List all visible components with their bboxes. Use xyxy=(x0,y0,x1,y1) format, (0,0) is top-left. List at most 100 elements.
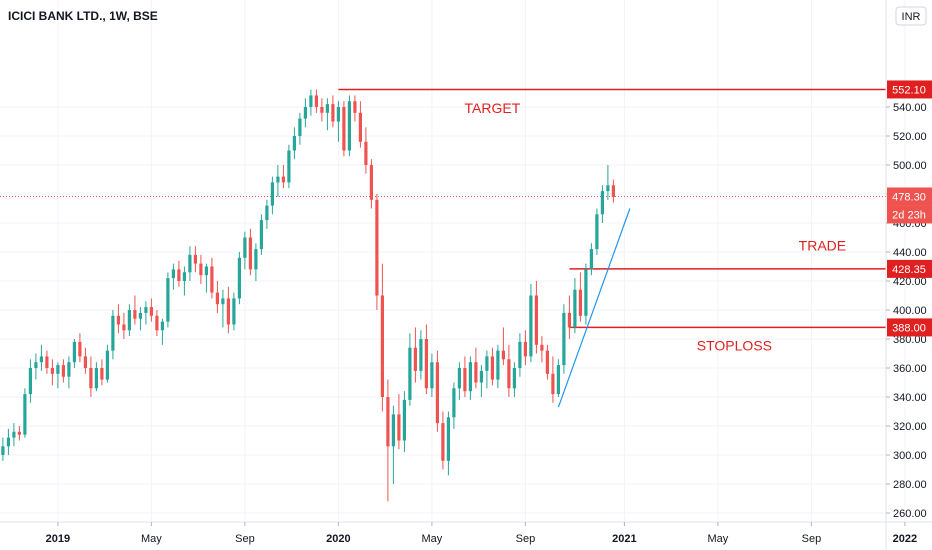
candle-body xyxy=(188,254,192,273)
candle-body xyxy=(61,365,65,377)
candle-body xyxy=(237,257,241,299)
candle-body xyxy=(430,362,434,389)
candle-body xyxy=(171,269,175,279)
annotations: TARGET TRADE STOPLOSS xyxy=(465,100,847,354)
currency-button[interactable]: INR xyxy=(895,6,927,26)
candle-body xyxy=(210,266,214,293)
candle-body xyxy=(446,417,450,461)
time-axis[interactable]: 2019 May Sep 2020 May Sep 2021 May Sep 2022 xyxy=(46,522,917,545)
x-tick-label: Sep xyxy=(516,533,536,545)
candle-body xyxy=(391,414,395,447)
price-badge-trade-bg xyxy=(887,259,932,278)
candle-body xyxy=(562,312,566,366)
candle-body xyxy=(523,341,527,357)
candle-body xyxy=(435,362,439,424)
candle-body xyxy=(133,310,137,319)
candle-body xyxy=(100,368,104,380)
candle-body xyxy=(138,312,142,319)
price-badge-target-bg xyxy=(887,80,932,99)
price-badge-trade-text: 428.35 xyxy=(892,264,926,276)
candle-body xyxy=(545,350,549,374)
candle-body xyxy=(380,295,384,397)
candle-body xyxy=(336,107,340,122)
candle-body xyxy=(45,356,49,368)
candle-body xyxy=(397,414,401,441)
annotation-stoploss: STOPLOSS xyxy=(697,338,772,354)
candle-body xyxy=(501,350,505,360)
candle-body xyxy=(589,249,593,270)
candle-body xyxy=(6,437,10,447)
candle-body xyxy=(83,356,87,368)
candle-body xyxy=(78,341,82,357)
candle-body xyxy=(292,136,296,151)
candle-body xyxy=(314,95,318,107)
y-tick-label: 520.00 xyxy=(893,131,927,143)
candle-body xyxy=(402,399,406,441)
candle-body xyxy=(193,254,197,264)
candle-body xyxy=(105,350,109,380)
candle-body xyxy=(573,289,577,328)
candle-body xyxy=(226,298,230,325)
candle-body xyxy=(116,315,120,325)
candle-body xyxy=(364,141,368,165)
y-tick-label: 320.00 xyxy=(893,421,927,433)
candle-body xyxy=(611,185,615,197)
candle-body xyxy=(122,324,126,331)
trendline-segment[interactable] xyxy=(557,208,631,408)
symbol-title: ICICI BANK LTD., 1W, BSE xyxy=(8,9,158,23)
y-tick-label: 420.00 xyxy=(893,276,927,288)
candle-body xyxy=(111,315,115,351)
candle-body xyxy=(248,237,252,270)
x-tick-label: May xyxy=(141,533,162,545)
candle-body xyxy=(551,373,555,395)
candle-body xyxy=(259,220,263,250)
candle-body xyxy=(512,368,516,389)
candle-body xyxy=(518,341,522,368)
candle-body xyxy=(347,101,351,151)
candle-body xyxy=(479,370,483,383)
candle-body xyxy=(204,266,208,276)
x-tick-label: Sep xyxy=(802,533,822,545)
price-axis[interactable]: 260.00 280.00 300.00 320.00 340.00 360.00 380.… xyxy=(886,102,927,520)
candle-body xyxy=(485,356,489,371)
candle-body xyxy=(232,298,236,325)
candle-body xyxy=(567,312,571,328)
candle-body xyxy=(507,359,511,389)
candlestick-series xyxy=(1,89,615,502)
candle-body xyxy=(331,104,335,122)
candle-body xyxy=(534,295,538,345)
candle-body xyxy=(375,199,379,296)
candle-body xyxy=(600,191,604,215)
last-price-badge-bg xyxy=(887,187,932,206)
candle-body xyxy=(281,176,285,183)
candle-body xyxy=(353,101,357,113)
price-axis-labels: 552.10 428.35 388.00 478.30 2d 23h xyxy=(887,80,932,337)
currency-label: INR xyxy=(902,11,921,23)
countdown-badge-bg xyxy=(887,205,932,224)
candle-body xyxy=(28,368,32,395)
candle-body xyxy=(474,362,478,383)
candle-body xyxy=(72,341,76,363)
candle-body xyxy=(17,431,21,435)
candle-body xyxy=(584,269,588,316)
candle-body xyxy=(34,362,38,368)
y-tick-label: 300.00 xyxy=(893,450,927,462)
x-tick-label: May xyxy=(708,533,729,545)
candle-body xyxy=(419,339,423,371)
candle-body xyxy=(199,263,203,276)
y-tick-label: 260.00 xyxy=(893,508,927,520)
candle-body xyxy=(155,315,159,331)
candle-body xyxy=(89,368,93,389)
candle-body xyxy=(298,118,302,136)
y-tick-label: 500.00 xyxy=(893,160,927,172)
x-tick-label: 2021 xyxy=(612,533,636,545)
x-tick-label: Sep xyxy=(235,533,255,545)
candle-body xyxy=(606,185,610,192)
candle-body xyxy=(144,307,148,313)
candle-body xyxy=(50,368,54,374)
candle-body xyxy=(578,289,582,316)
candle-body xyxy=(254,249,258,270)
trendline[interactable] xyxy=(557,208,631,408)
countdown-badge-text: 2d 23h xyxy=(892,209,926,221)
